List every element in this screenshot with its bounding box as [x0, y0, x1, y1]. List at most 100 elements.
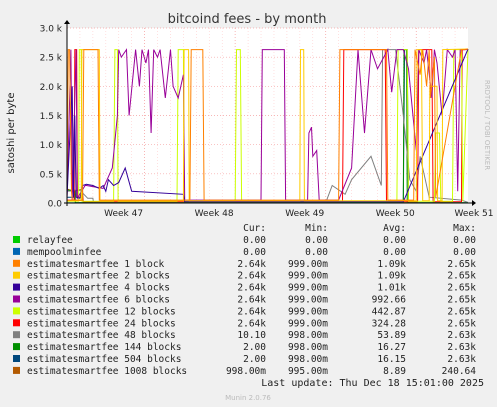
legend-series-name: estimatesmartfee 24 blocks [27, 318, 176, 329]
legend-header: Cur: [243, 223, 266, 234]
y-tick-label: 1.5 k [40, 112, 63, 122]
legend-value: 2.64k [237, 295, 266, 306]
legend-value: 999.00m [288, 259, 328, 270]
legend-value: 0.00 [453, 247, 476, 258]
x-axis-arrow [472, 200, 476, 206]
legend-swatch [13, 259, 20, 267]
legend-swatch [13, 271, 20, 279]
legend-header: Max: [453, 223, 476, 234]
legend-value: 0.00 [243, 235, 266, 246]
legend-value: 16.15 [377, 354, 406, 365]
legend-value: 2.65k [447, 283, 476, 294]
legend-series-name: estimatesmartfee 1 block [27, 259, 165, 270]
legend-series-name: estimatesmartfee 48 blocks [27, 330, 176, 341]
x-tick-labels: Week 47 Week 48 Week 49 Week 50 Week 51 [104, 209, 493, 219]
legend-series-name: estimatesmartfee 144 blocks [27, 342, 181, 353]
y-tick-label: 3.0 k [40, 25, 63, 35]
legend-series-name: relayfee [27, 235, 73, 246]
legend-value: 53.89 [377, 330, 406, 341]
legend-value: 2.00 [243, 342, 266, 353]
legend-value: 2.65k [447, 318, 476, 329]
legend-swatch [13, 355, 20, 362]
legend-value: 999.00m [288, 271, 328, 282]
legend-header: Avg: [383, 223, 406, 234]
legend-value: 324.28 [372, 318, 407, 329]
x-tick-label: Week 47 [104, 209, 143, 219]
series-line [67, 48, 469, 202]
legend-swatch [13, 236, 20, 243]
chart-title: bitcoind fees - by month [168, 12, 327, 27]
series-line [66, 48, 469, 203]
legend-value: 2.64k [237, 318, 266, 329]
legend-value: 999.00m [288, 295, 328, 306]
legend-series-name: estimatesmartfee 6 blocks [27, 295, 170, 306]
legend-series-name: estimatesmartfee 1008 blocks [27, 366, 187, 377]
y-tick-label: 2.5 k [40, 54, 63, 64]
legend-swatch [13, 331, 20, 339]
legend-value: 995.00m [288, 366, 328, 377]
legend-value: 0.00 [453, 235, 476, 246]
legend-value: 0.00 [243, 247, 266, 258]
x-tick-label: Week 51 [455, 209, 494, 219]
last-update: Last update: Thu Dec 18 15:01:00 2025 [261, 378, 484, 389]
legend-value: 1.09k [377, 271, 406, 282]
legend-value: 2.64k [237, 283, 266, 294]
y-tick-label: 2.0 k [40, 83, 63, 93]
legend-value: 2.63k [447, 342, 476, 353]
legend-value: 240.64 [442, 366, 477, 377]
legend-value: 2.00 [243, 354, 266, 365]
legend-value: 2.65k [447, 306, 476, 317]
legend-value: 1.09k [377, 259, 406, 270]
legend-swatch [13, 343, 20, 351]
legend-value: 0.00 [305, 247, 328, 258]
y-tick-label: 1.0 k [40, 141, 63, 151]
x-tick-label: Week 48 [195, 209, 234, 219]
legend-value: 442.87 [372, 306, 406, 317]
legend-value: 2.65k [447, 271, 476, 282]
y-axis-arrow [64, 20, 70, 24]
legend-swatch [13, 366, 20, 374]
legend-value: 2.64k [237, 259, 266, 270]
legend-value: 2.65k [447, 259, 476, 270]
legend-value: 1.01k [377, 283, 406, 294]
legend-value: 2.63k [447, 354, 476, 365]
legend-value: 992.66 [372, 295, 407, 306]
y-axis-label: satoshi per byte [6, 92, 17, 173]
y-tick-labels: 0.0 0.5 k 1.0 k 1.5 k 2.0 k 2.5 k 3.0 k [40, 25, 63, 210]
legend-value: 2.64k [237, 271, 266, 282]
legend-series-name: estimatesmartfee 12 blocks [27, 306, 176, 317]
legend: Cur: Min: Avg: Max:relayfee 0.00 0.00 0.00 0.00… [13, 223, 476, 377]
legend-swatch [13, 283, 20, 291]
y-tick-label: 0.5 k [40, 170, 63, 180]
munin-version: Munin 2.0.76 [225, 394, 271, 402]
legend-swatch [13, 295, 20, 303]
legend-value: 0.00 [305, 235, 328, 246]
legend-value: 0.00 [383, 247, 406, 258]
legend-value: 998.00m [288, 330, 328, 341]
x-tick-label: Week 49 [285, 209, 324, 219]
legend-series-name: estimatesmartfee 4 blocks [27, 283, 170, 294]
legend-value: 999.00m [288, 283, 328, 294]
legend-swatch [13, 319, 20, 327]
legend-value: 999.00m [288, 318, 328, 329]
legend-value: 10.10 [237, 330, 266, 341]
rrdtool-watermark: RRDTOOL / TOBI OETIKER [483, 80, 491, 170]
legend-value: 2.64k [237, 306, 266, 317]
legend-value: 2.65k [447, 295, 476, 306]
series-line [66, 48, 469, 201]
legend-swatch [13, 307, 20, 315]
grid-lines [67, 27, 468, 203]
legend-header: Min: [305, 223, 328, 234]
legend-value: 0.00 [383, 235, 406, 246]
series-line [67, 48, 469, 202]
legend-value: 998.00m [288, 342, 328, 353]
legend-series-name: mempoolminfee [27, 247, 102, 258]
legend-swatch [13, 247, 20, 255]
legend-value: 2.63k [447, 330, 476, 341]
legend-value: 998.00m [226, 366, 266, 377]
legend-value: 16.27 [377, 342, 406, 353]
legend-value: 998.00m [288, 354, 328, 365]
legend-value: 8.89 [383, 366, 406, 377]
legend-series-name: estimatesmartfee 2 blocks [27, 271, 170, 282]
